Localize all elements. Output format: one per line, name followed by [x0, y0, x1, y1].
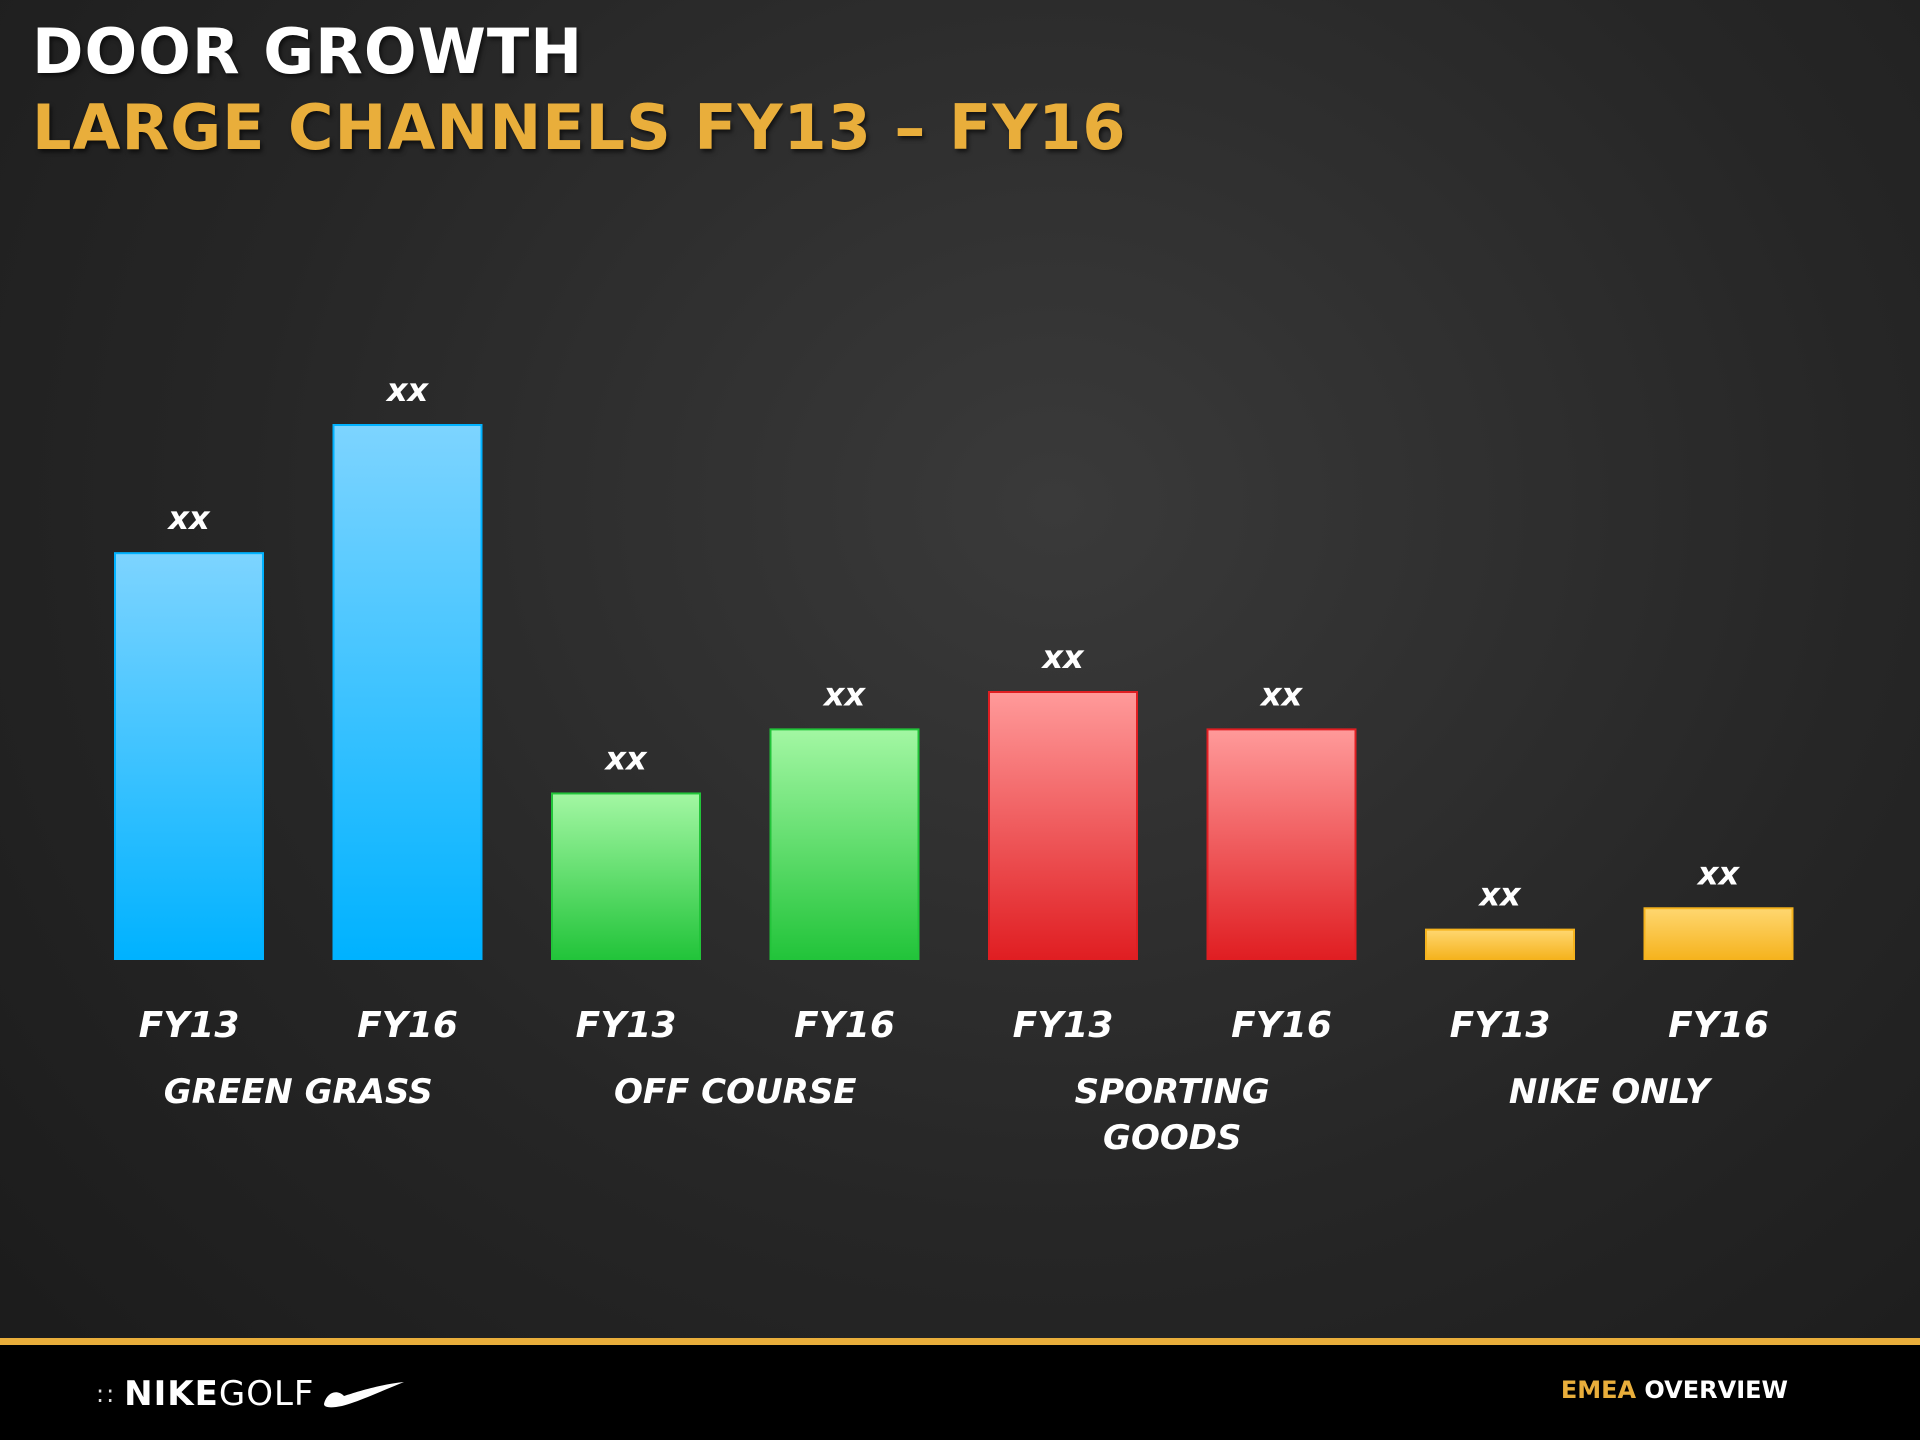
chart-title: DOOR GROWTH	[32, 15, 584, 88]
data-label: xx	[603, 739, 648, 777]
door-growth-bar-chart: xx FY13 xx FY16 GREEN GRASS xx FY13 xx FY16 OFF C…	[114, 371, 1794, 1158]
bar-nike-only-fy16	[1643, 907, 1794, 961]
section-label-emea: EMEA	[1560, 1376, 1637, 1404]
bar-nike-only-fy13	[1425, 928, 1575, 961]
bar-green-grass-fy13	[114, 552, 264, 960]
bar-off-course-fy13	[551, 792, 701, 961]
bar-sporting-goods-fy16	[1206, 728, 1357, 960]
footer-bar	[0, 1345, 1920, 1440]
bar-off-course-fy16	[769, 728, 920, 960]
data-label: xx	[1477, 876, 1522, 914]
x-tick-label: FY13	[1450, 1005, 1551, 1046]
x-tick-label: FY13	[139, 1005, 240, 1046]
section-label-overview: OVERVIEW	[1644, 1376, 1788, 1404]
data-label: xx	[385, 371, 430, 409]
data-label: xx	[1040, 638, 1085, 676]
bar-green-grass-fy16	[332, 424, 483, 960]
data-label: xx	[822, 675, 867, 713]
x-tick-label: FY16	[794, 1005, 895, 1046]
slide-title: DOOR GROWTH LARGE CHANNELS FY13 – FY16	[32, 14, 1127, 166]
logo-dots: ::	[96, 1380, 117, 1408]
section-label: EMEA OVERVIEW	[1561, 1376, 1788, 1404]
nike-golf-logo: :: NIKE GOLF	[96, 1374, 406, 1414]
x-tick-label: FY13	[1013, 1005, 1114, 1046]
x-tick-label: FY16	[1231, 1005, 1332, 1046]
logo-golf-text: GOLF	[218, 1374, 315, 1414]
x-tick-label: FY13	[576, 1005, 677, 1046]
group-label: OFF COURSE	[614, 1072, 857, 1112]
group-label: SPORTING	[1075, 1072, 1270, 1112]
chart-subtitle: LARGE CHANNELS FY13 – FY16	[32, 91, 1127, 164]
footer-accent-line	[0, 1338, 1920, 1345]
group-label: GOODS	[1103, 1118, 1241, 1158]
data-label: xx	[166, 499, 211, 537]
group-label: GREEN GRASS	[164, 1072, 433, 1112]
swoosh-icon	[324, 1382, 405, 1408]
logo-nike-text: NIKE	[124, 1374, 219, 1414]
data-label: xx	[1696, 854, 1741, 892]
x-tick-label: FY16	[1668, 1005, 1769, 1046]
data-label: xx	[1259, 675, 1304, 713]
x-tick-label: FY16	[357, 1005, 458, 1046]
bar-sporting-goods-fy13	[988, 691, 1138, 960]
group-label: NIKE ONLY	[1509, 1072, 1713, 1112]
